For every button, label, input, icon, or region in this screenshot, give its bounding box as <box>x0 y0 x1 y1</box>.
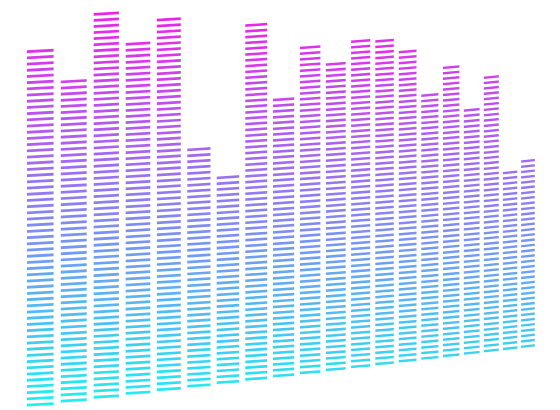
bar <box>375 38 394 366</box>
bar <box>521 158 535 348</box>
bar <box>27 48 54 407</box>
bar <box>351 39 371 369</box>
bar <box>60 79 87 403</box>
bar <box>93 11 119 399</box>
bar <box>502 170 518 351</box>
bar <box>245 22 268 381</box>
bar <box>483 75 499 353</box>
bar <box>156 17 181 392</box>
bar <box>398 49 417 363</box>
bar <box>216 175 240 384</box>
bar <box>187 147 211 388</box>
bar <box>273 97 295 378</box>
bar <box>443 65 460 358</box>
bar <box>421 93 439 360</box>
bar <box>299 45 321 375</box>
bar <box>325 61 346 372</box>
bar <box>125 41 151 395</box>
bar <box>463 107 480 355</box>
